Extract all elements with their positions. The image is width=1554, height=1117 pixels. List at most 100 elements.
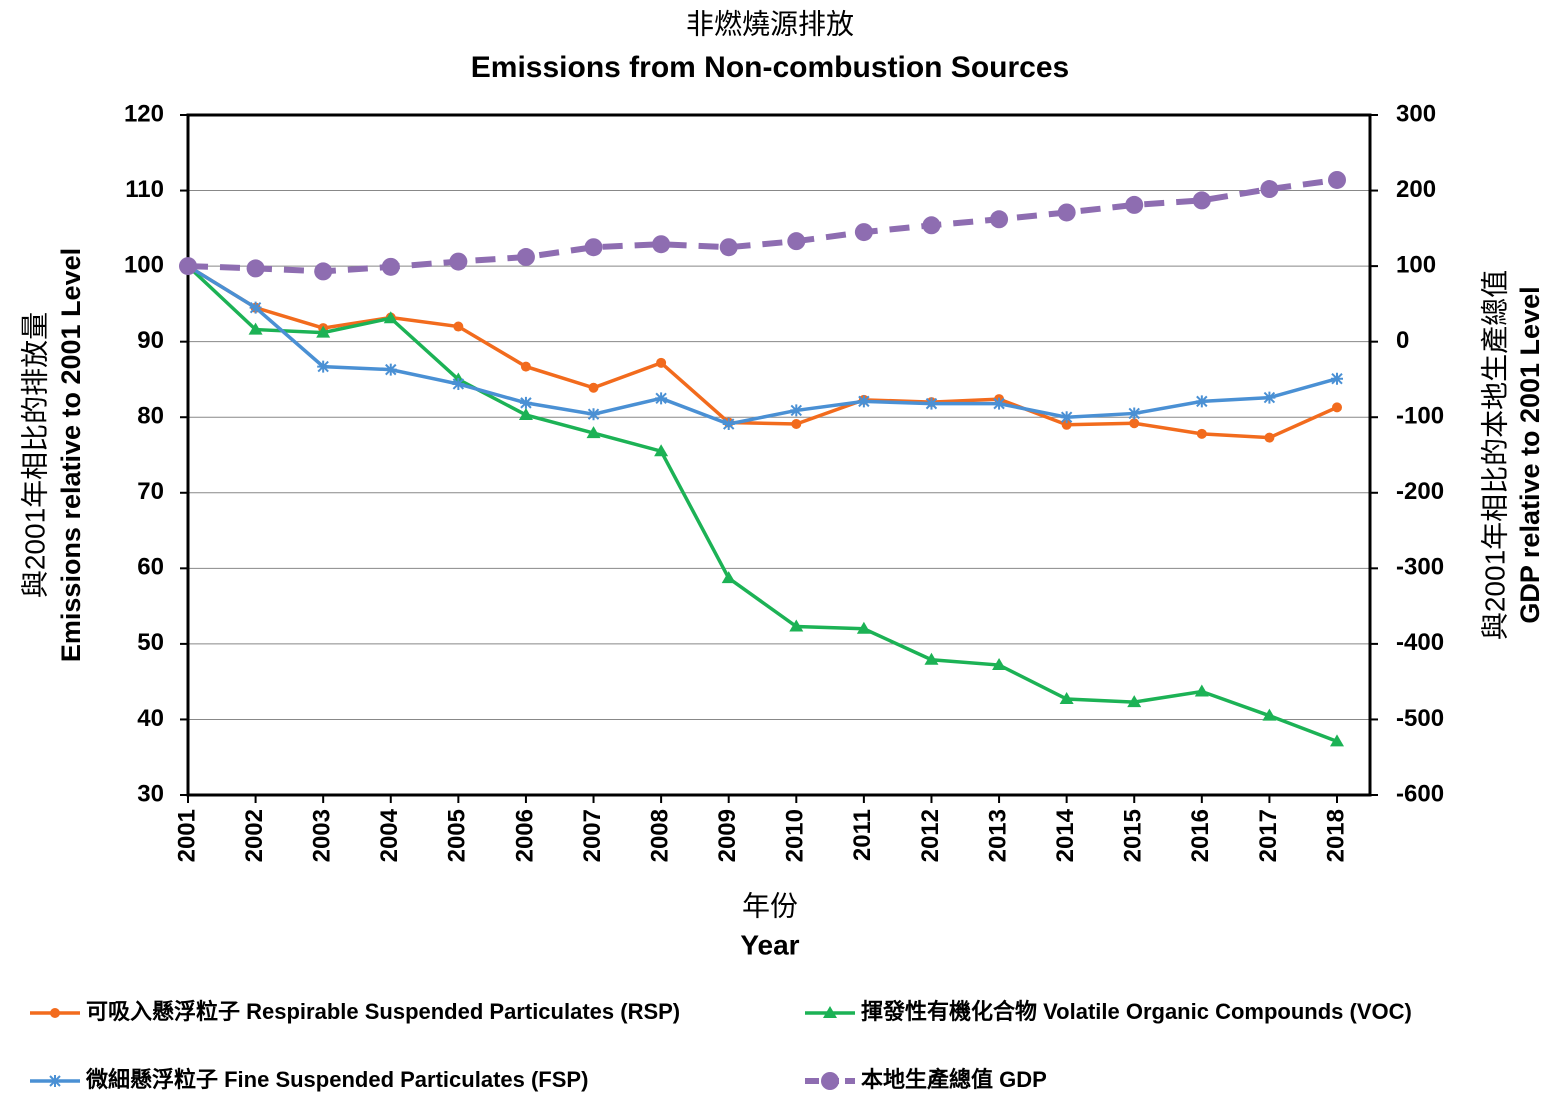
marker: [249, 301, 262, 314]
y2-tick-label: -600: [1396, 780, 1444, 807]
marker: [381, 257, 400, 276]
y2-axis-label: GDP relative to 2001 Level: [1515, 286, 1545, 623]
y2-tick-label: -400: [1396, 629, 1444, 656]
chart-title: 非燃燒源排放: [686, 8, 854, 39]
series-line: [187, 177, 1338, 275]
x-axis-label: 年份: [742, 890, 798, 921]
marker: [652, 235, 671, 254]
plot-frame: [186, 113, 1372, 797]
marker: [520, 361, 531, 372]
marker: [519, 396, 532, 409]
marker: [655, 392, 668, 405]
marker: [1057, 203, 1076, 222]
marker: [924, 652, 939, 665]
marker: [787, 232, 806, 251]
marker: [791, 419, 802, 430]
y-tick-label: 90: [137, 327, 164, 354]
marker: [452, 377, 465, 390]
marker: [49, 1075, 61, 1087]
marker: [857, 395, 870, 408]
series-line: [187, 264, 1338, 440]
legend-label: 揮發性有機化合物 Volatile Organic Compounds (VOC…: [861, 999, 1412, 1024]
x-tick-label: 2004: [376, 808, 403, 862]
y2-axis-label: 與2001年相比的本地生產總值: [1479, 270, 1510, 640]
marker: [246, 259, 265, 278]
marker: [654, 444, 669, 457]
x-tick-label: 2015: [1120, 809, 1147, 862]
marker: [1260, 180, 1279, 199]
x-tick-label: 2005: [444, 809, 471, 862]
x-tick-label: 2014: [1052, 808, 1079, 862]
y-axis-label: 與2001年相比的排放量: [19, 312, 50, 598]
x-tick-label: 2010: [782, 809, 809, 862]
marker: [1129, 418, 1140, 429]
x-tick-label: 2011: [849, 809, 876, 861]
marker: [722, 418, 735, 431]
x-tick-label: 2013: [984, 809, 1011, 862]
marker: [721, 571, 736, 584]
marker: [314, 262, 333, 281]
x-tick-label: 2002: [241, 809, 268, 862]
marker: [1192, 191, 1211, 210]
marker: [1196, 428, 1207, 439]
marker: [1328, 170, 1346, 189]
marker: [1060, 411, 1073, 424]
y-tick-label: 50: [137, 629, 164, 656]
marker: [719, 238, 738, 257]
marker: [1262, 708, 1277, 721]
x-tick-label: 2008: [646, 809, 673, 862]
marker: [789, 619, 804, 632]
y-tick-label: 80: [137, 403, 164, 430]
marker: [1125, 195, 1144, 214]
marker: [823, 1006, 837, 1018]
x-tick-label: 2001: [173, 809, 200, 862]
marker: [922, 216, 941, 235]
marker: [587, 408, 600, 421]
x-tick-label: 2007: [579, 809, 606, 862]
series-line: [186, 264, 1338, 743]
marker: [518, 407, 533, 420]
y-tick-label: 30: [137, 780, 164, 807]
y2-tick-label: -300: [1396, 554, 1444, 581]
marker: [1331, 372, 1343, 385]
marker: [790, 404, 803, 417]
marker: [453, 321, 464, 332]
y-tick-label: 40: [137, 705, 164, 732]
x-tick-label: 2017: [1255, 809, 1282, 862]
marker: [854, 223, 873, 242]
x-tick-label: 2009: [714, 809, 741, 862]
marker: [383, 311, 398, 324]
marker: [1061, 419, 1072, 430]
marker: [248, 322, 263, 335]
x-tick-label: 2012: [917, 809, 944, 862]
y2-tick-label: 300: [1396, 100, 1436, 127]
marker: [1194, 684, 1209, 697]
legend-label: 本地生產總值 GDP: [861, 1067, 1047, 1092]
y-tick-label: 110: [125, 176, 164, 203]
marker: [588, 382, 599, 393]
x-tick-label: 2018: [1322, 809, 1349, 862]
marker: [990, 210, 1009, 229]
y2-tick-label: -500: [1396, 705, 1444, 732]
marker: [1059, 692, 1074, 705]
marker: [856, 621, 871, 634]
y2-tick-label: 100: [1396, 251, 1436, 278]
marker: [1128, 407, 1141, 420]
y-axis-label: Emissions relative to 2001 Level: [56, 248, 86, 662]
marker: [925, 397, 938, 410]
x-tick-label: 2003: [309, 809, 336, 862]
x-tick-label: 2016: [1187, 809, 1214, 862]
marker: [586, 426, 601, 439]
x-axis-label: Year: [740, 929, 799, 960]
marker: [1127, 695, 1142, 708]
marker: [584, 238, 603, 257]
marker: [384, 363, 397, 376]
marker: [1330, 734, 1344, 747]
marker: [179, 257, 197, 276]
marker: [656, 357, 667, 368]
marker: [50, 1008, 60, 1018]
marker: [316, 325, 331, 338]
y-tick-label: 60: [137, 554, 164, 581]
marker: [1264, 432, 1275, 443]
